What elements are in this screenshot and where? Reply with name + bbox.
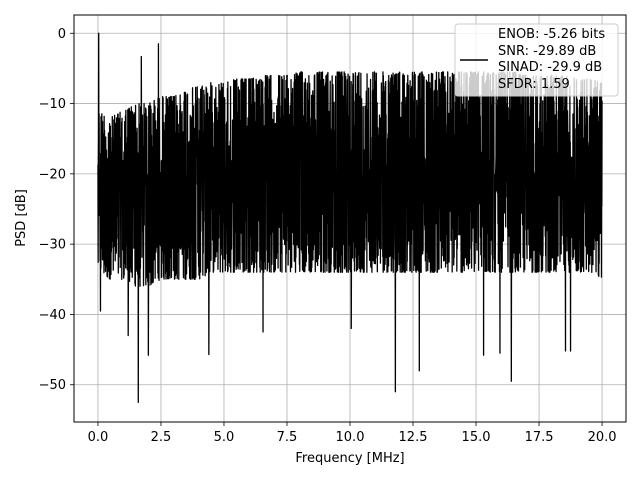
legend-entry: SINAD: -29.9 dB <box>498 60 602 75</box>
x-tick-label: 15.0 <box>462 430 491 445</box>
x-tick-label: 12.5 <box>399 430 428 445</box>
y-axis: 0 −10 −20 −30 −40 −50 <box>39 27 74 393</box>
legend: ENOB: -5.26 bits SNR: -29.89 dB SINAD: -… <box>454 23 619 97</box>
legend-entry: SNR: -29.89 dB <box>498 44 596 59</box>
y-tick-label: −50 <box>39 378 66 393</box>
x-tick-label: 2.5 <box>151 430 172 445</box>
legend-entry: ENOB: -5.26 bits <box>498 27 605 42</box>
x-axis-label: Frequency [MHz] <box>295 451 404 466</box>
y-tick-label: −40 <box>39 308 66 323</box>
y-tick-label: −20 <box>39 167 66 182</box>
y-tick-label: −10 <box>39 97 66 112</box>
y-tick-label: −30 <box>39 238 66 253</box>
legend-entry: SFDR: 1.59 <box>498 77 570 92</box>
legend-box <box>454 23 619 97</box>
y-tick-label: 0 <box>58 27 66 42</box>
data-layer <box>97 32 603 403</box>
psd-series-line <box>97 32 603 403</box>
y-axis-label: PSD [dB] <box>14 189 29 247</box>
x-tick-label: 10.0 <box>336 430 365 445</box>
x-tick-label: 5.0 <box>214 430 235 445</box>
x-tick-label: 17.5 <box>525 430 554 445</box>
x-tick-label: 7.5 <box>277 430 298 445</box>
x-tick-label: 0.0 <box>88 430 109 445</box>
x-axis: 0.0 2.5 5.0 7.5 10.0 12.5 15.0 17.5 20.0 <box>88 422 617 445</box>
x-tick-label: 20.0 <box>588 430 617 445</box>
